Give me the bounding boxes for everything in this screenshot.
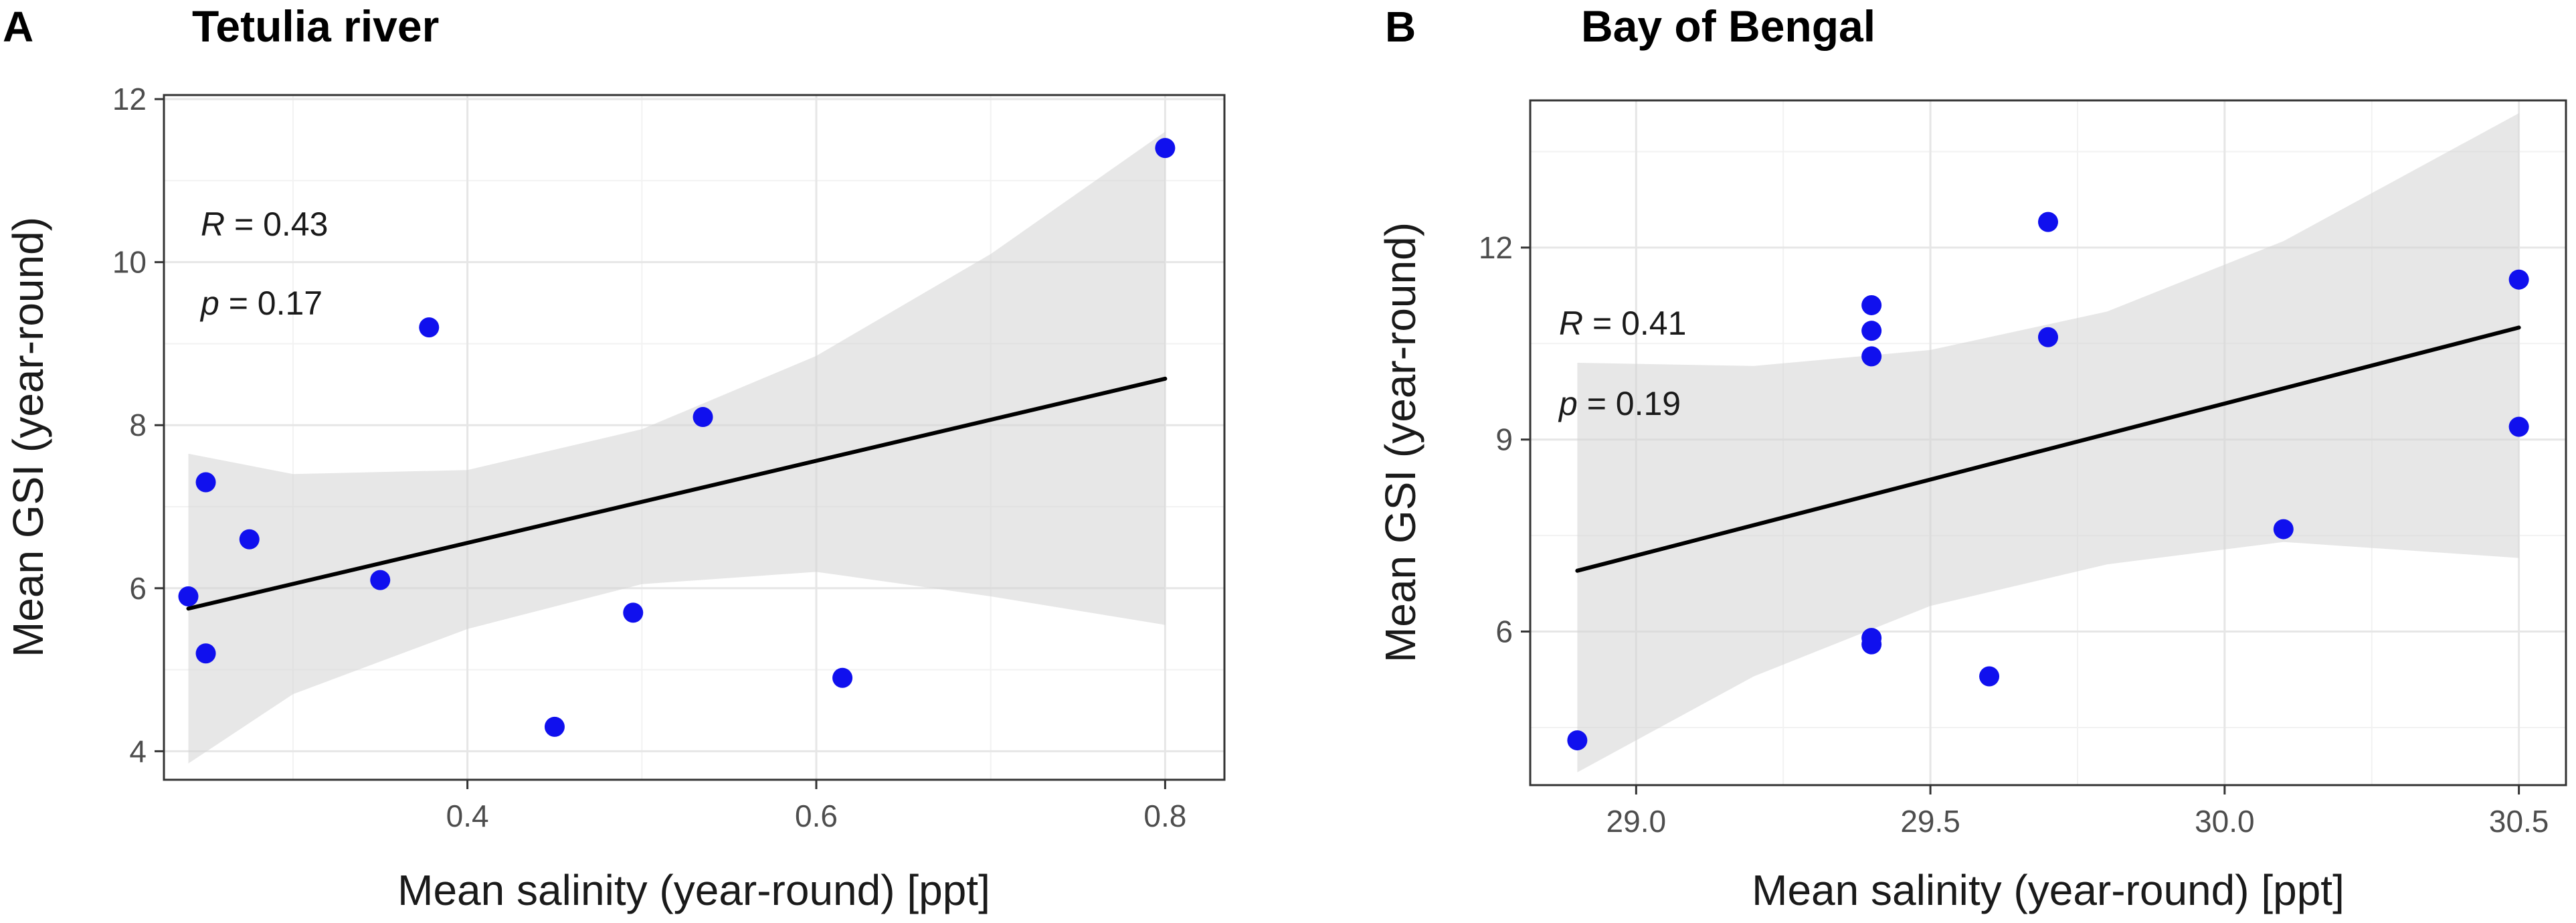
panel-a-regression-line (186, 376, 1168, 611)
panel-a-data-point-2 (195, 472, 216, 493)
panel-a-data-point-8 (623, 602, 644, 623)
panel-a-data-point-9 (693, 407, 713, 428)
panel-b-data-point-4 (1861, 346, 1882, 367)
panel-b: B Bay of Bengal 29.0 29.5 30.0 30.5 6 9 12 R … (1376, 1, 2567, 914)
panel-b-confidence-band (1577, 113, 2519, 772)
panel-b-y-axis-title: Mean GSI (year-round) (1376, 222, 1424, 663)
panel-a-data-point-4 (239, 529, 260, 550)
panel-a-x-tick-label: 0.4 (446, 799, 489, 833)
panel-a-y-tick-label: 4 (129, 734, 147, 768)
panel-a-x-tick-label: 0.6 (795, 799, 838, 833)
panel-a-y-tick-label: 12 (112, 82, 147, 116)
panel-b-data-point-7 (1979, 666, 2000, 687)
panel-b-x-tick-label: 29.5 (1900, 804, 1960, 839)
panel-b-confidence-ribbon (1577, 113, 2519, 772)
panel-a-y-axis-title: Mean GSI (year-round) (4, 217, 52, 657)
panel-b-p-value: = 0.19 (1578, 385, 1681, 422)
panel-b-title: Bay of Bengal (1581, 1, 1875, 51)
panel-b-data-point-9 (2038, 327, 2058, 347)
panel-b-r-annotation: R = 0.41 (1559, 305, 1686, 342)
panel-a-y-ticks: 4 6 8 10 12 (112, 82, 164, 768)
panel-b-plot-border (1529, 99, 2567, 786)
panel-b-data-point-8 (2038, 212, 2058, 232)
panel-b-x-tick-label: 29.0 (1606, 804, 1667, 839)
panel-a-data-point-5 (370, 570, 391, 590)
panel-a-title: Tetulia river (192, 1, 439, 51)
panel-b-y-ticks: 6 9 12 (1479, 230, 1530, 649)
panel-b-data-point-3 (1861, 321, 1882, 341)
panel-b-data-point-10 (2273, 519, 2294, 539)
panel-b-y-tick-label: 9 (1495, 422, 1513, 457)
panel-b-data-point-6 (1861, 634, 1882, 655)
panel-a-confidence-ribbon (188, 131, 1166, 764)
panel-a-points (178, 138, 1176, 737)
panel-b-y-tick-label: 6 (1495, 614, 1513, 649)
panel-a: A Tetulia river 0.4 0.6 0.8 4 6 8 10 12 R = 0.… (3, 1, 1226, 914)
panel-b-fit-line (1575, 325, 2521, 573)
panel-a-confidence-band (188, 131, 1166, 764)
panel-a-plot-border (163, 94, 1226, 781)
panel-a-data-point-10 (832, 667, 853, 688)
panel-b-x-ticks: 29.0 29.5 30.0 30.5 (1606, 785, 2549, 839)
panel-a-r-symbol: R (201, 205, 225, 243)
panel-b-data-point-2 (1861, 295, 1882, 315)
panel-a-p-symbol: p (199, 284, 219, 322)
panel-b-y-tick-label: 12 (1479, 230, 1513, 265)
panel-b-data-point-1 (1567, 730, 1588, 751)
panel-a-y-tick-label: 10 (112, 245, 147, 280)
panel-a-p-value: = 0.17 (219, 284, 323, 322)
panel-b-x-axis-title: Mean salinity (year-round) [ppt] (1752, 866, 2344, 914)
panel-a-p-annotation: p = 0.17 (199, 284, 323, 322)
panel-a-data-point-11 (1155, 138, 1176, 159)
panel-b-x-tick-label: 30.0 (2195, 804, 2255, 839)
panel-a-letter: A (3, 3, 33, 51)
panel-a-data-point-6 (419, 317, 440, 338)
panel-a-x-ticks: 0.4 0.6 0.8 (446, 780, 1186, 833)
panel-b-data-point-11 (2508, 269, 2529, 290)
panel-b-p-symbol: p (1558, 385, 1578, 422)
panel-b-p-annotation: p = 0.19 (1558, 385, 1681, 422)
panel-a-x-tick-label: 0.8 (1143, 799, 1186, 833)
panel-a-y-tick-label: 8 (129, 408, 147, 442)
panel-b-data-point-12 (2508, 416, 2529, 437)
panel-a-fit-line (186, 376, 1168, 611)
panel-b-regression-line (1575, 325, 2521, 573)
panel-a-y-tick-label: 6 (129, 571, 147, 606)
panel-a-data-point-7 (544, 716, 565, 737)
panel-b-letter: B (1385, 3, 1416, 51)
panel-b-x-tick-label: 30.5 (2489, 804, 2549, 839)
panel-a-r-value: = 0.43 (225, 205, 328, 243)
panel-b-points (1567, 212, 2529, 751)
panel-a-x-axis-title: Mean salinity (year-round) [ppt] (397, 866, 990, 914)
panel-b-r-symbol: R (1559, 305, 1583, 342)
panel-a-data-point-1 (178, 586, 199, 606)
panel-b-r-value: = 0.41 (1583, 305, 1686, 342)
panel-a-data-point-3 (195, 643, 216, 664)
panel-a-r-annotation: R = 0.43 (201, 205, 328, 243)
